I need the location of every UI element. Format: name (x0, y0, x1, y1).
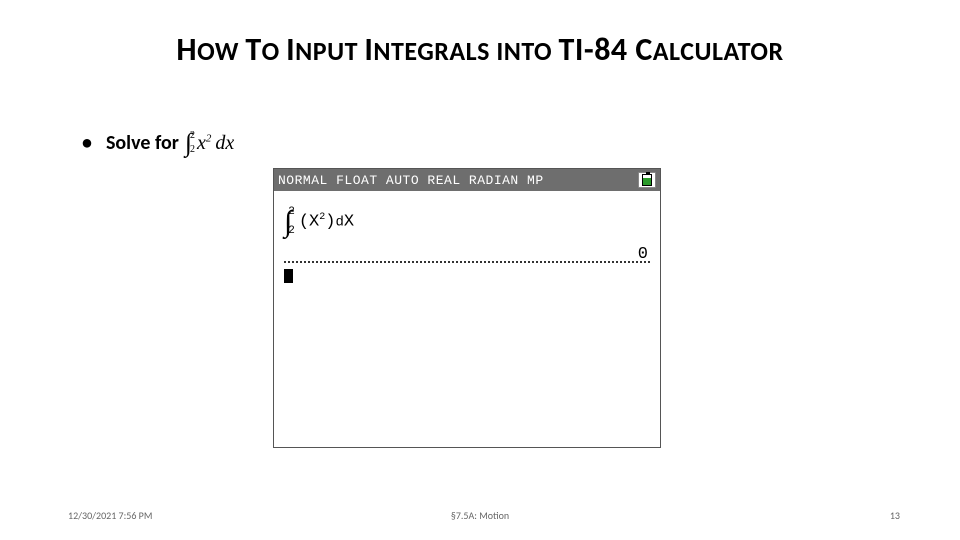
footer-page-number: 13 (890, 509, 900, 522)
calculator-status-bar: NORMAL FLOAT AUTO REAL RADIAN MP (274, 169, 660, 191)
footer-timestamp: 12/30/2021 7:56 PM (68, 509, 152, 522)
cursor-icon (284, 269, 293, 283)
integrand: x2 (197, 132, 211, 155)
battery-icon (638, 172, 656, 188)
calculator-screen: NORMAL FLOAT AUTO REAL RADIAN MP ∫ 2 2 (… (273, 168, 661, 448)
title-text: HOW TO INPUT INTEGRALS INTO TI-84 CALCUL… (176, 30, 783, 69)
slide-title: HOW TO INPUT INTEGRALS INTO TI-84 CALCUL… (0, 30, 960, 69)
status-text: NORMAL FLOAT AUTO REAL RADIAN MP (278, 173, 544, 188)
solve-label: Solve for (106, 131, 179, 155)
dotted-separator (284, 261, 650, 263)
footer-section: §7.5A: Motion (451, 509, 509, 522)
integral-limits: 2 2 (190, 133, 195, 153)
calculator-input-line: ∫ 2 2 (X2)dX (284, 205, 354, 239)
solve-for-line: • Solve for ∫ 2 2 x2 dx (82, 128, 234, 158)
dx: dx (215, 132, 234, 155)
calculator-body: ∫ 2 2 (X2)dX 0 (274, 191, 660, 447)
integral-expression: ∫ 2 2 x2 dx (185, 128, 234, 158)
battery-fill (643, 178, 651, 185)
slide: HOW TO INPUT INTEGRALS INTO TI-84 CALCUL… (0, 0, 960, 540)
slide-footer: 12/30/2021 7:56 PM §7.5A: Motion 13 (0, 509, 960, 522)
calc-integrand: (X2)dX (299, 212, 354, 232)
upper-limit: 2 (190, 131, 195, 141)
lower-limit: 2 (190, 145, 195, 155)
calc-integral-limits: 2 2 (288, 211, 295, 233)
bullet-icon: • (82, 131, 92, 155)
